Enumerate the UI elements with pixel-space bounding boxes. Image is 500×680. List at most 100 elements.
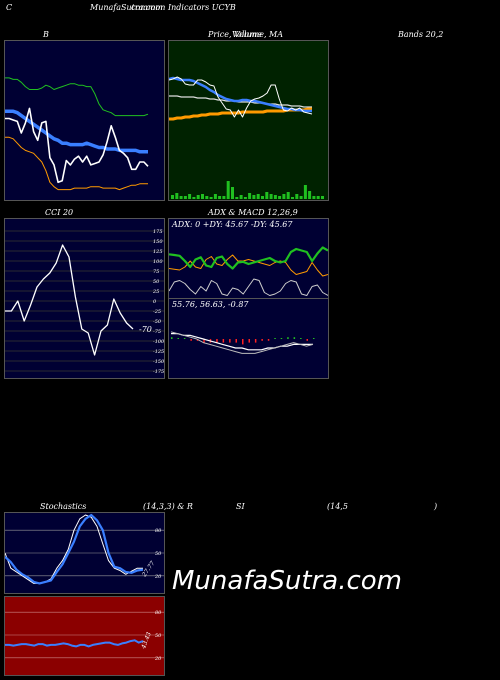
cci-tick-label: 50	[153, 279, 160, 285]
volume-bar	[261, 196, 264, 199]
cci-tick-label: -75	[153, 329, 161, 335]
volume-bar	[291, 197, 294, 199]
header-site: MunafaSutra.com	[90, 3, 163, 12]
volume-bar	[205, 196, 209, 199]
macd-label: 55.76, 56.63, -0.87	[172, 300, 249, 309]
title-cci: CCI 20	[45, 208, 74, 217]
macd-hist-bar	[242, 339, 244, 345]
cci-line	[5, 244, 134, 356]
cci-tick-label: 25	[152, 289, 159, 295]
cci-tick-label: 100	[153, 259, 163, 265]
adx-plus-di-line	[169, 246, 328, 270]
rsi-tick-label: 80	[155, 610, 162, 616]
volume-bar	[218, 196, 222, 199]
volume-bar	[312, 196, 316, 199]
volume-bar	[316, 196, 320, 199]
macd-hist-bar	[274, 338, 276, 339]
macd-hist-bar	[248, 339, 250, 343]
volume-bar	[188, 194, 192, 199]
watermark: MunafaSutra.com	[172, 566, 403, 596]
adx-label: ADX: 0 +DY: 45.67 -DY: 45.67	[172, 220, 293, 229]
volume-bar	[265, 192, 269, 199]
rsi-tick-label: 20	[154, 656, 162, 662]
cci-tick-label: -150	[153, 359, 164, 365]
title-adx-macd: ADX & MACD 12,26,9	[208, 208, 298, 217]
cci-tick-label: 0	[153, 299, 157, 305]
title-rsi: SI	[236, 502, 245, 511]
stoch-tick-label: 20	[154, 574, 162, 580]
rsi-tick-label: 50	[155, 633, 162, 639]
stoch-tick-label: 50	[155, 551, 162, 557]
volume-bar	[299, 196, 303, 199]
macd-hist-bar	[287, 337, 289, 339]
volume-bar	[183, 196, 187, 199]
price-volume-chart	[169, 76, 324, 199]
cci-panel: 175 150 125 100 75 50 25 0 -25 -50 -75 -100 -125 -150…	[4, 218, 165, 379]
volume-bar	[273, 195, 277, 199]
bb-middle-band	[5, 109, 148, 154]
volume-bar	[248, 193, 252, 199]
title-stoch-params: (14,3,3) & R	[143, 502, 193, 511]
adx-macd-divider	[169, 298, 328, 299]
stoch-d-line	[5, 513, 144, 585]
cci-tick-label: -50	[153, 319, 162, 325]
macd-hist-bar	[293, 337, 296, 339]
volume-bar	[295, 194, 299, 199]
stoch-panel: 80 50 20 27.77	[4, 512, 165, 594]
header-c: C	[6, 3, 13, 12]
macd-hist-bar	[261, 339, 263, 341]
volume-bar	[231, 187, 234, 199]
macd-hist-bar	[203, 339, 205, 343]
macd-hist-bar	[222, 339, 225, 343]
cci-tick-label: -25	[153, 309, 161, 315]
volume-bar	[243, 197, 247, 199]
macd-hist-bar	[267, 339, 270, 341]
cci-last-label: -70	[139, 325, 152, 334]
volume-bar	[256, 194, 260, 199]
stoch-k-line	[5, 514, 143, 584]
volume-bar	[282, 194, 286, 199]
bollinger-panel	[4, 40, 165, 201]
rsi-last-label: 43.43	[140, 631, 153, 651]
macd-signal-line	[171, 332, 313, 351]
title-rsi-close: )	[434, 502, 438, 511]
cci-tick-label: -125	[153, 349, 164, 355]
volume-bar	[192, 197, 196, 199]
title-rsi-params: (14,5	[327, 502, 348, 511]
ma-short-line	[169, 76, 312, 113]
volume-bar	[222, 196, 226, 199]
cci-tick-label: 175	[153, 229, 163, 235]
title-bands: Bands 20,2	[398, 30, 444, 39]
volume-bar	[252, 195, 256, 199]
volume-bar	[175, 193, 179, 199]
adx-macd-panel: ADX: 0 +DY: 45.67 -DY: 45.67 55.76, 56.6…	[168, 218, 329, 379]
adx-chart	[169, 246, 328, 296]
title-stoch: Stochastics	[40, 502, 87, 511]
volume-bar	[226, 181, 230, 199]
macd-hist-bar	[190, 339, 192, 341]
volume-bar	[321, 196, 324, 199]
volume-bar	[239, 195, 243, 199]
volume-bar	[308, 191, 312, 199]
macd-hist-bar	[216, 339, 218, 343]
volume-bar	[196, 195, 200, 199]
macd-hist-bar	[229, 339, 231, 343]
header-subtitle: common Indicators UCYB	[131, 3, 236, 12]
macd-hist-bar	[235, 339, 237, 343]
volume-bar	[171, 195, 174, 199]
cci-tick-label: -175	[153, 369, 164, 375]
macd-hist-bar	[177, 338, 179, 339]
volume-bar	[269, 194, 273, 199]
volume-bar	[201, 194, 204, 199]
volume-bar	[303, 185, 307, 199]
volume-bar	[235, 197, 239, 199]
adx-line	[169, 278, 328, 296]
macd-hist-bar	[300, 338, 302, 339]
cci-tick-label: 125	[153, 249, 163, 255]
volume-bar	[278, 196, 282, 199]
adx-minus-di-line	[169, 254, 328, 277]
title-bb: B	[43, 30, 49, 39]
price-line	[169, 76, 313, 118]
